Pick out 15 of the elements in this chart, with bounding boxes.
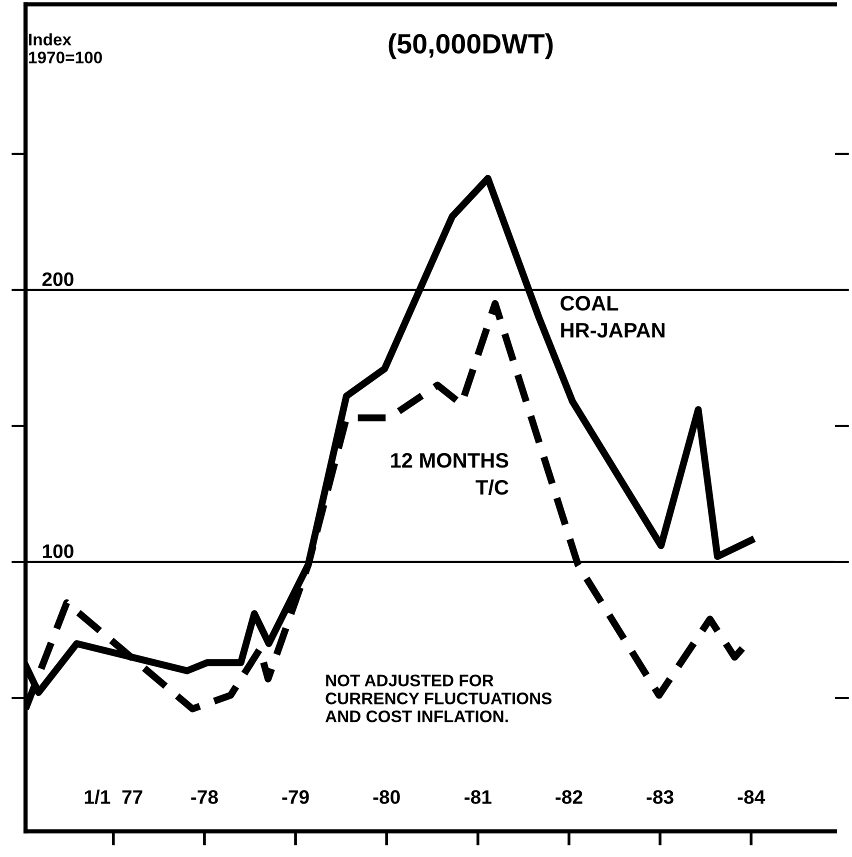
series-label: 12 MONTHS T/C — [391, 453, 508, 495]
x-tick-label: -83 — [646, 790, 674, 804]
annotation: (50,000DWT) — [388, 33, 553, 60]
x-tick-label: -80 — [373, 790, 400, 804]
x-tick-label: 1/1 77 — [84, 790, 142, 804]
x-tick-label: -82 — [556, 790, 582, 804]
x-tick-label: -84 — [738, 790, 766, 804]
x-tick-label: -81 — [464, 790, 492, 804]
x-tick-label: -78 — [191, 790, 218, 804]
x-tick-label: -79 — [282, 790, 309, 804]
y-tick-label: 200 — [42, 272, 74, 286]
y-axis-title: Index 1970=100 — [29, 33, 102, 64]
y-tick-label: 100 — [42, 544, 74, 558]
series-label: COAL HR-JAPAN — [560, 296, 664, 338]
annotation: NOT ADJUSTED FOR CURRENCY FLUCTUATIONS AND COST INFLATION. — [325, 674, 552, 722]
